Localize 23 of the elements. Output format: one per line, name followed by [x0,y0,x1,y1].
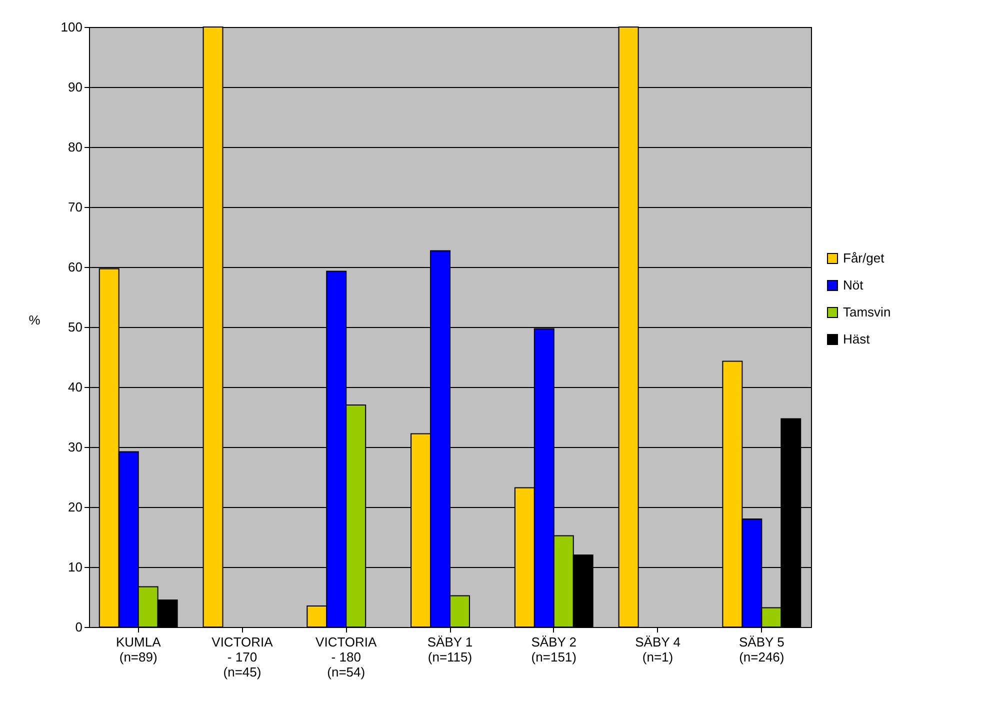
legend-label: Får/get [843,250,885,266]
x-tick-label: SÄBY 1 (n=115) [427,634,473,664]
x-tick-label: KUMLA (n=89) [116,634,162,664]
x-tick-label: SÄBY 4 (n=1) [635,634,680,664]
legend-label: Nöt [843,278,864,292]
x-tick-label: SÄBY 5 (n=246) [739,634,784,664]
y-tick-label: 70 [68,200,82,214]
y-tick-label: 30 [68,440,82,454]
x-tick-label: VICTORIA - 170 (n=45) [212,634,274,680]
legend-label: Tamsvin [843,304,891,320]
y-tick-label: 40 [68,380,82,394]
y-tick-label: 50 [68,320,82,334]
y-tick-label: 90 [68,80,82,94]
y-axis-title: % [28,312,41,328]
legend-label: Häst [843,332,870,346]
y-tick-label: 80 [68,140,82,154]
y-tick-label: 0 [75,620,82,634]
y-tick-label: 20 [68,500,82,514]
y-tick-label: 10 [68,560,82,574]
x-tick-label: SÄBY 2 (n=151) [531,634,577,664]
x-tick-label: VICTORIA - 180 (n=54) [316,634,378,680]
y-tick-label: 60 [68,260,82,274]
y-tick-label: 100 [60,20,82,34]
